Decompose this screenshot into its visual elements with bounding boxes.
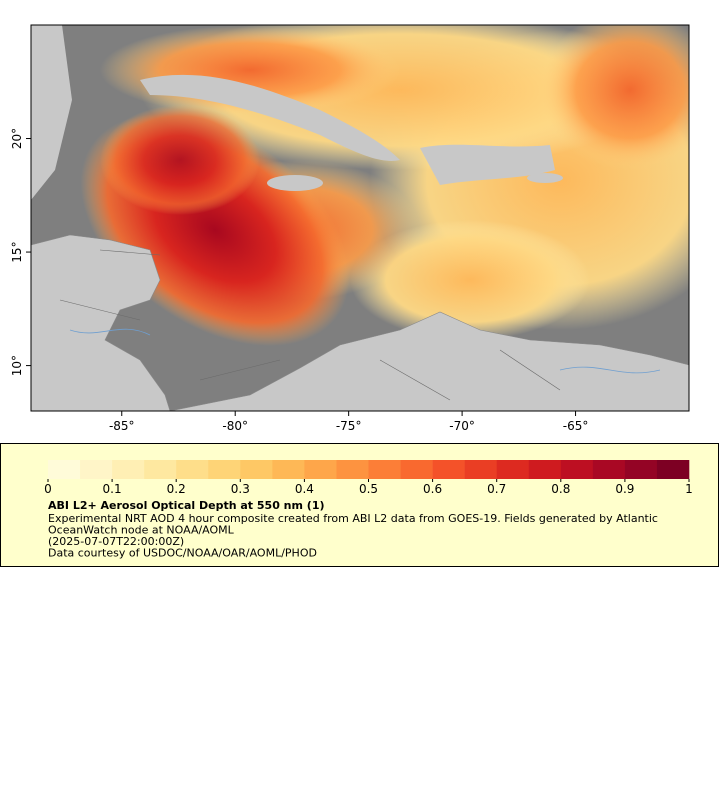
rivers: [69, 328, 661, 374]
x-tick-label: -80°: [222, 419, 248, 433]
colorbar-cell: [80, 460, 113, 479]
colorbar-cell: [304, 460, 337, 479]
land-jamaica: [267, 175, 323, 191]
colorbar-cell: [208, 460, 241, 479]
colorbar-tick-label: 0.2: [167, 482, 186, 496]
colorbar-cell: [368, 460, 401, 479]
aod-plume: [100, 105, 260, 215]
colorbar-cell: [528, 460, 562, 479]
x-tick-label: -85°: [109, 419, 135, 433]
land-hispaniola: [420, 144, 555, 185]
colorbar-cell: [560, 460, 594, 479]
colorbar-cell: [240, 460, 273, 479]
colorbar-cell: [336, 460, 369, 479]
borders: [59, 249, 561, 401]
colorbar-cell: [176, 460, 209, 479]
map-frame: [30, 24, 690, 412]
colorbar-tick-label: 0: [44, 482, 52, 496]
legend-line: Experimental NRT AOD 4 hour composite cr…: [48, 512, 658, 525]
map-area: [31, 25, 689, 411]
colorbar-cell: [112, 460, 145, 479]
colorbar-cell: [656, 460, 690, 479]
land-cuba: [140, 74, 400, 161]
colorbar-tick-label: 1: [685, 482, 693, 496]
colorbar-cell: [464, 460, 497, 479]
legend-line: OceanWatch node at NOAA/AOML: [48, 524, 235, 537]
colorbar-tick-label: 0.7: [487, 482, 506, 496]
legend-title: ABI L2+ Aerosol Optical Depth at 550 nm …: [48, 499, 325, 512]
colorbar-cell: [272, 460, 305, 479]
legend-line: Data courtesy of USDOC/NOAA/OAR/AOML/PHO…: [48, 547, 317, 560]
colorbar-tick-label: 0.8: [551, 482, 570, 496]
land: [31, 25, 72, 200]
colorbar-cell: [144, 460, 177, 479]
land-central-america: [31, 234, 171, 411]
x-tick-label: -70°: [449, 419, 475, 433]
legend-line: (2025-07-07T22:00:00Z): [48, 535, 184, 548]
y-tick-label: 15°: [10, 241, 24, 262]
colorbar-cell: [432, 460, 465, 479]
colorbar-tick-label: 0.4: [295, 482, 314, 496]
colorbar-cell: [400, 460, 433, 479]
colorbar-tick-label: 0.9: [615, 482, 634, 496]
colorbar-tick-label: 0.6: [423, 482, 442, 496]
land-south-america: [169, 311, 689, 411]
colorbar-tick-label: 0.5: [359, 482, 378, 496]
x-tick-label: -65°: [563, 419, 589, 433]
y-tick-label: 10°: [10, 355, 24, 376]
colorbar-tick-label: 0.3: [231, 482, 250, 496]
colorbar-cell: [592, 460, 626, 479]
colorbar-cell: [48, 460, 81, 479]
colorbar-tick-label: 0.1: [103, 482, 122, 496]
y-tick-label: 20°: [10, 128, 24, 149]
colorbar-cell: [624, 460, 658, 479]
aod-orange: [540, 25, 689, 170]
colorbar-cell: [496, 460, 530, 479]
x-tick-label: -75°: [336, 419, 362, 433]
land-puerto-rico: [527, 173, 563, 183]
